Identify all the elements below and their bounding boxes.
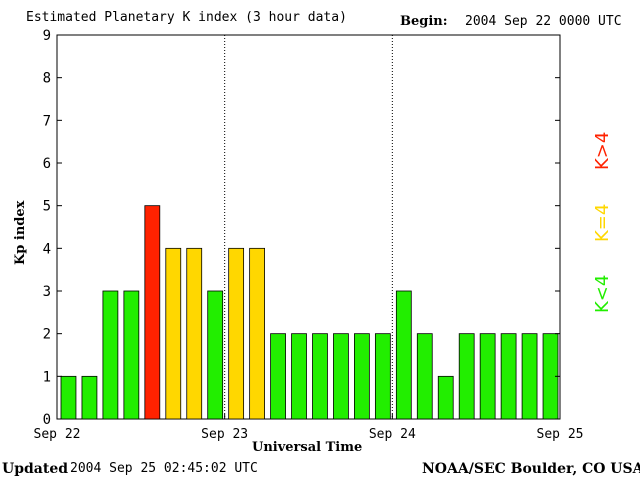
kp-bar xyxy=(291,333,307,420)
y-tick-label: 2 xyxy=(43,327,51,343)
x-axis-label: Universal Time xyxy=(252,440,363,455)
kp-bar xyxy=(60,375,77,420)
updated-value: 2004 Sep 25 02:45:02 UTC xyxy=(70,461,258,476)
kp-bar xyxy=(333,333,349,420)
y-tick-label: 0 xyxy=(43,412,51,428)
kp-bar xyxy=(123,290,140,420)
kp-bar xyxy=(312,333,328,420)
kp-bar xyxy=(228,247,245,420)
kp-bar xyxy=(144,205,161,420)
kp-bar xyxy=(81,375,98,420)
legend-low: K<4 xyxy=(592,274,613,313)
updated-label: Updated xyxy=(2,461,69,477)
kp-bar xyxy=(165,247,182,420)
kp-bar xyxy=(479,333,496,420)
kp-bar xyxy=(186,247,203,420)
kp-bar xyxy=(437,375,454,420)
source-credit: NOAA/SEC Boulder, CO USA xyxy=(422,461,640,477)
kp-bar xyxy=(374,333,391,420)
kp-bar xyxy=(395,290,412,420)
kp-bar xyxy=(354,333,370,420)
y-tick-label: 5 xyxy=(43,199,51,215)
x-tick-label: Sep 25 xyxy=(537,427,584,442)
kp-bar xyxy=(458,333,475,420)
kp-bar xyxy=(416,333,433,420)
kp-bar xyxy=(270,333,286,420)
begin-value: 2004 Sep 22 0000 UTC xyxy=(465,14,622,29)
begin-label: Begin: xyxy=(400,14,448,29)
y-tick-label: 7 xyxy=(43,113,51,129)
chart-title: Estimated Planetary K index (3 hour data… xyxy=(26,10,347,25)
x-tick-label: Sep 23 xyxy=(201,427,248,442)
y-tick-label: 4 xyxy=(43,241,51,257)
legend-mid: K=4 xyxy=(592,203,613,242)
y-tick-label: 1 xyxy=(43,369,51,385)
x-tick-label: Sep 22 xyxy=(34,427,81,442)
x-tick-label: Sep 24 xyxy=(369,427,416,442)
kp-bar xyxy=(500,333,517,420)
plot-frame xyxy=(56,34,561,420)
kp-bar xyxy=(207,290,224,420)
legend-high: K>4 xyxy=(592,131,613,170)
y-tick-label: 9 xyxy=(43,28,51,44)
kp-bar xyxy=(521,333,538,420)
y-tick-label: 6 xyxy=(43,156,51,172)
y-tick-label: 8 xyxy=(43,71,51,87)
y-tick-label: 3 xyxy=(43,284,51,300)
kp-bar xyxy=(102,290,119,420)
kp-bar xyxy=(249,247,265,420)
